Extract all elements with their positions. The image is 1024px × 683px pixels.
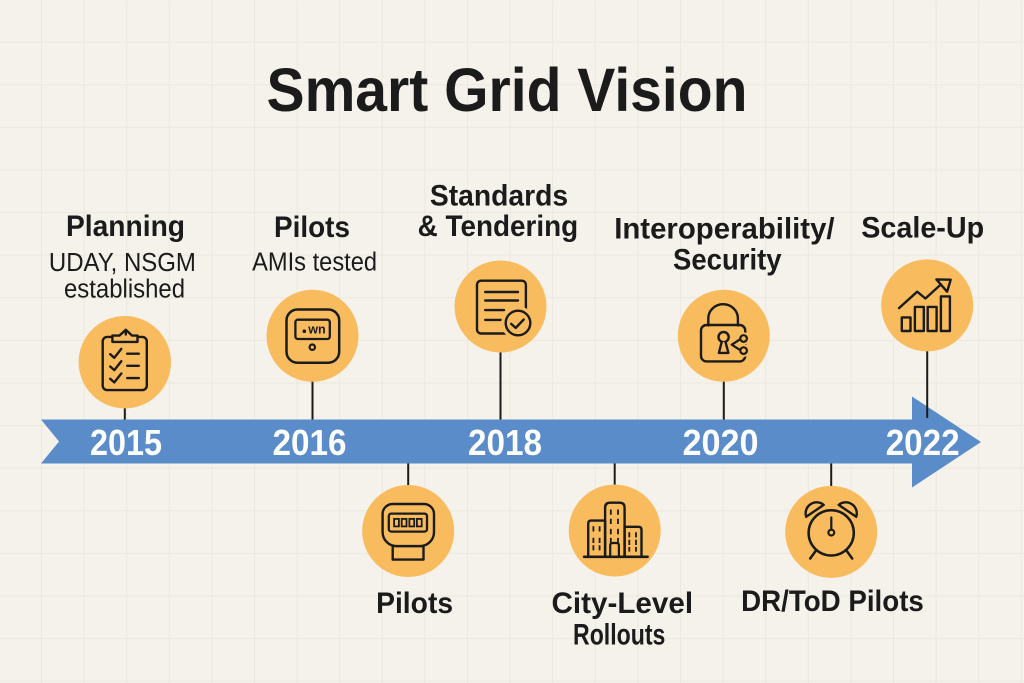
svg-text:Smart Grid Vision: Smart Grid Vision xyxy=(267,56,748,124)
svg-text:DR/ToD Pilots: DR/ToD Pilots xyxy=(741,585,924,618)
svg-text:Planning: Planning xyxy=(66,210,185,243)
svg-text:& Tendering: & Tendering xyxy=(418,210,579,243)
svg-text:UDAY, NSGM: UDAY, NSGM xyxy=(49,249,196,277)
svg-text:AMIs tested: AMIs tested xyxy=(252,248,377,276)
svg-text:2018: 2018 xyxy=(468,422,542,463)
svg-text:Pilots: Pilots xyxy=(274,211,350,244)
svg-text:Interoperability/: Interoperability/ xyxy=(614,212,835,245)
svg-text:2020: 2020 xyxy=(683,422,759,463)
svg-text:Rollouts: Rollouts xyxy=(573,618,665,651)
svg-text:2016: 2016 xyxy=(273,422,347,463)
svg-text:established: established xyxy=(64,275,185,303)
svg-text:2022: 2022 xyxy=(886,422,960,463)
svg-text:Security: Security xyxy=(673,243,782,276)
svg-text:Standards: Standards xyxy=(430,180,568,213)
svg-text:wn: wn xyxy=(307,323,325,337)
svg-text:Pilots: Pilots xyxy=(376,587,453,620)
svg-text:2015: 2015 xyxy=(90,422,162,463)
svg-text:City-Level: City-Level xyxy=(552,587,694,620)
svg-text:Scale-Up: Scale-Up xyxy=(861,212,984,245)
